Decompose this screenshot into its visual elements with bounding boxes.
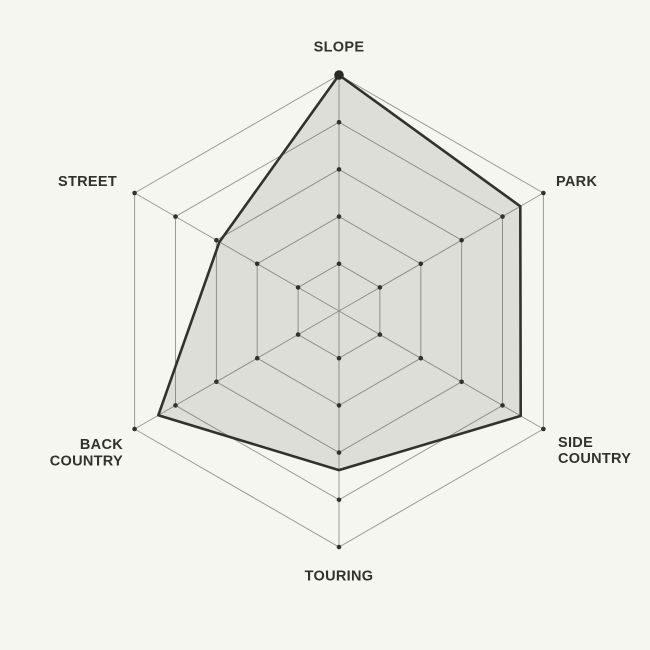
svg-text:COUNTRY: COUNTRY <box>558 451 631 467</box>
svg-text:SIDE: SIDE <box>558 435 593 451</box>
svg-text:COUNTRY: COUNTRY <box>50 454 123 470</box>
svg-text:PARK: PARK <box>556 174 597 190</box>
svg-text:STREET: STREET <box>58 174 117 190</box>
svg-text:SLOPE: SLOPE <box>314 40 365 56</box>
svg-text:TOURING: TOURING <box>305 569 374 585</box>
svg-text:BACK: BACK <box>80 437 123 453</box>
